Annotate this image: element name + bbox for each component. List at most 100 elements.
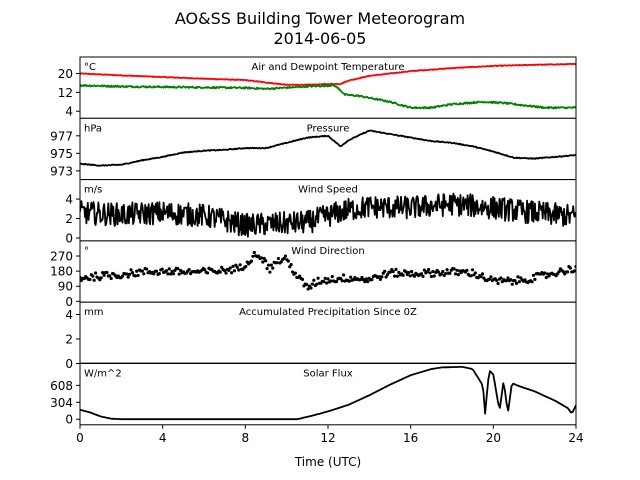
data-point [452,267,456,271]
data-point [231,264,235,268]
data-point [130,270,135,275]
x-tick-label: 16 [403,431,418,445]
data-point [232,269,237,273]
data-point [439,272,443,276]
data-point [170,269,174,273]
data-point [256,254,261,258]
y-tick-label: 0 [65,357,73,371]
data-point [169,272,173,276]
y-tick-label: 973 [50,164,73,178]
data-point [408,274,412,278]
data-point [269,263,273,267]
data-point [543,271,547,275]
data-point [310,282,315,286]
data-point [93,271,98,275]
y-tick-label: 977 [50,129,73,143]
data-point [422,268,426,272]
data-point [341,273,346,277]
data-point [120,274,125,278]
data-point [259,256,263,260]
x-tick-label: 8 [242,431,250,445]
data-point [516,275,520,279]
data-point [431,269,435,274]
panel-wind_speed: m/s Wind Speed 0 2 4 [65,179,577,245]
y-tick-label: 20 [58,67,73,81]
data-point [531,273,536,277]
x-axis: 0 4 8 12 16 20 24 [76,424,584,445]
data-point [244,264,248,269]
data-point [509,278,513,282]
data-point [140,269,144,273]
data-point [135,269,139,273]
y-tick-label: 2 [65,332,73,346]
data-point [349,275,353,279]
data-point [419,272,424,276]
data-point [289,262,293,267]
data-point [565,270,570,274]
data-point [395,274,400,278]
data-point [378,277,383,281]
data-point [445,268,449,272]
y-tick-label: 975 [50,147,73,161]
data-point [428,271,432,275]
data-point [480,272,485,276]
x-tick-label: 24 [568,431,583,445]
data-point [276,256,280,261]
figure-date: 2014-06-05 [274,29,367,48]
panel-unit: °C [84,62,96,73]
y-tick-label: 0 [65,295,73,309]
data-point [128,272,132,276]
data-point [517,280,521,284]
data-point [412,274,417,278]
data-point [568,266,572,270]
y-tick-label: 180 [50,265,73,279]
panel-unit: mm [84,307,103,318]
data-point [506,276,510,280]
y-tick-label: 304 [50,396,73,410]
data-point [99,276,103,280]
data-point [470,268,475,272]
panel-unit: m/s [84,185,102,196]
data-point [187,268,191,272]
data-point [167,267,171,271]
data-point [340,279,344,283]
panel-background [80,302,576,364]
panel-background [80,118,576,180]
data-point [401,273,405,277]
data-point [279,260,283,264]
data-point [455,268,459,272]
data-point [102,273,106,277]
y-tick-label: 90 [58,280,73,294]
data-point [136,273,140,278]
data-point [157,272,161,276]
data-point [441,269,445,274]
data-point [105,270,109,275]
data-point [544,275,548,280]
data-point [394,267,398,271]
data-point [407,270,411,275]
series-line [80,129,576,167]
data-point [448,271,452,275]
data-point [249,259,254,263]
y-tick-label: 12 [58,86,73,100]
data-point [316,276,320,280]
data-point [176,266,180,271]
data-point [397,270,401,274]
data-point [456,273,460,277]
data-point [227,268,231,273]
panel-title: Air and Dewpoint Temperature [252,62,405,73]
data-point [237,268,241,272]
data-point [145,267,149,271]
series-line [80,192,576,238]
panel-title: Wind Speed [298,185,358,196]
data-point [410,269,414,274]
data-point [109,276,113,281]
data-point [129,268,133,272]
data-point [347,279,351,283]
data-point [266,263,271,267]
data-point [293,271,298,275]
data-point [489,275,493,279]
data-point [235,265,239,269]
data-point [465,268,469,272]
